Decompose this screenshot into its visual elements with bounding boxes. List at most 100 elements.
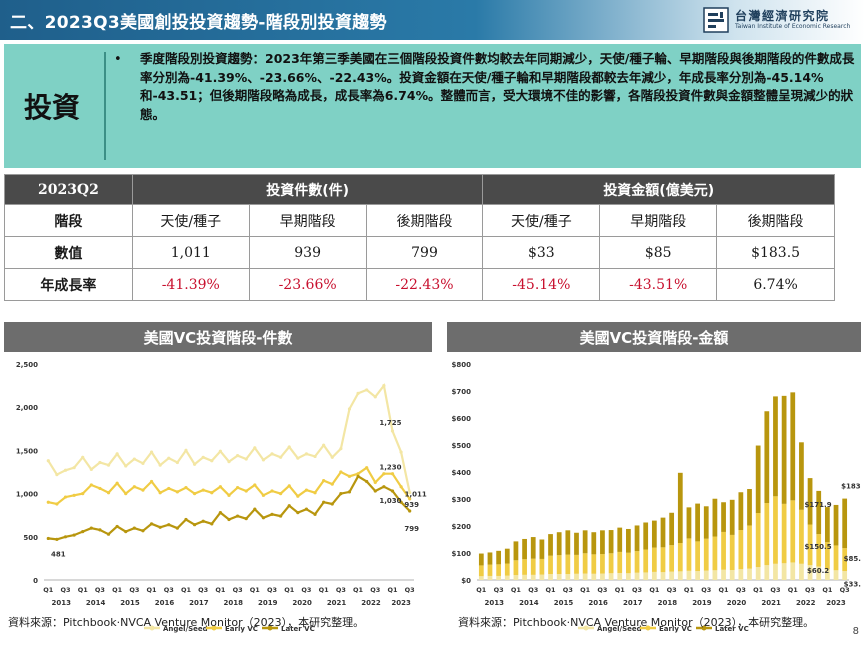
table-cell: -41.39% [131,268,250,301]
stacked-bar-segment [773,563,778,580]
stacked-bar-segment [799,563,804,580]
legend-label: Later VC [281,625,315,633]
stacked-bar-segment [574,554,579,574]
data-point [408,509,412,513]
table-cell: $33 [482,236,601,269]
data-point [201,519,205,523]
data-point [175,526,179,530]
x-tick-label: Q3 [770,586,780,594]
data-label: $183.5 [841,482,861,490]
data-point [347,474,352,478]
stacked-bar-segment [582,553,588,574]
data-point [296,511,300,515]
data-label: $85.0 [844,555,861,563]
stacked-bar-segment [773,396,778,497]
legend-label: Angel/Seed [163,625,208,633]
stacked-bar-segment [686,538,692,571]
data-point [399,500,403,504]
stacked-bar-segment [824,507,830,543]
stacked-bar-segment [478,565,484,577]
stacked-bar-segment [790,392,796,501]
data-point [158,491,162,495]
y-tick-label: 2,000 [16,404,38,412]
stacked-bar-segment [530,574,536,580]
y-tick-label: $500 [452,442,472,450]
stacked-bar-segment [548,534,553,556]
data-point [115,481,119,485]
data-point [158,463,162,467]
table-cell: 939 [248,236,367,269]
data-point [132,485,136,489]
x-tick-label: Q1 [719,586,730,594]
summary-label: 投資 [23,91,80,124]
table-header-row: 2023Q2 投資件數(件) 投資金額(億美元) [4,174,835,205]
stacked-bar-segment [703,538,709,571]
stacked-bar-segment [781,395,787,504]
amount-chart-title: 美國VC投資階段-金額 [447,322,861,352]
x-tick-label: Q3 [164,586,174,594]
x-tick-label: Q3 [805,586,815,594]
x-tick-label: Q1 [319,586,330,594]
stacked-bar-segment [790,500,796,563]
x-tick-label: Q1 [147,586,158,594]
stacked-bar-segment [643,549,649,573]
data-point [98,528,102,532]
data-point [356,472,360,476]
data-point [89,467,93,472]
stacked-bar-segment [764,503,770,566]
x-tick-label: Q1 [387,586,398,594]
stacked-bar-segment [487,575,493,580]
data-point [304,507,309,511]
x-tick-label: Q3 [233,586,243,594]
x-year-label: 2017 [189,599,209,607]
data-point [253,507,257,511]
stacked-bar-segment [686,507,692,539]
data-label: $33.0 [844,581,861,589]
x-tick-label: Q3 [95,586,105,594]
stacked-bar-segment [539,574,545,580]
stacked-bar-segment [539,558,545,575]
x-tick-label: Q1 [476,586,487,594]
table-corner: 2023Q2 [4,174,133,205]
data-point [55,472,59,477]
x-tick-label: Q1 [181,586,192,594]
data-point [322,443,326,447]
data-point [167,456,171,460]
legend-marker [645,625,651,631]
data-point [55,537,59,541]
legend-marker [583,625,589,631]
x-year-label: 2013 [485,599,505,607]
y-tick-label: $400 [452,469,472,477]
data-point [63,535,68,539]
data-point [313,454,317,459]
x-year-label: 2019 [692,599,712,607]
data-point [201,455,205,459]
series-line [47,382,411,493]
data-point [218,449,222,453]
data-point [313,512,317,516]
stacked-bar-segment [695,571,700,580]
stacked-bar-segment [781,503,787,564]
count-line-chart: 0 500 1,000 1,500 2,000 2,500 Q1 Q3 2013 Q1 Q3 2014… [16,361,427,633]
data-point [124,492,128,496]
stacked-bar-segment [574,532,579,555]
stacked-bar-segment [530,558,536,575]
data-point [184,448,188,452]
stacked-bar-segment [478,576,484,580]
table-group-count: 投資件數(件) [131,174,484,205]
table-cell: 天使/種子 [482,204,601,237]
data-point [106,463,111,467]
x-year-label: 2019 [258,599,278,607]
stacked-bar-segment [677,472,683,544]
count-chart-title: 美國VC投資階段-件數 [4,322,432,352]
stacked-bar-segment [626,552,631,574]
stacked-bar-segment [565,554,571,575]
stacked-bar-segment [651,547,657,572]
stacked-bar-segment [591,532,597,555]
x-tick-label: Q3 [736,586,746,594]
stacked-bar-segment [548,574,553,580]
data-label: 1,230 [379,464,401,472]
x-tick-label: Q1 [649,586,660,594]
stacked-bar-segment [721,569,726,580]
stacked-bar-segment [755,445,761,514]
